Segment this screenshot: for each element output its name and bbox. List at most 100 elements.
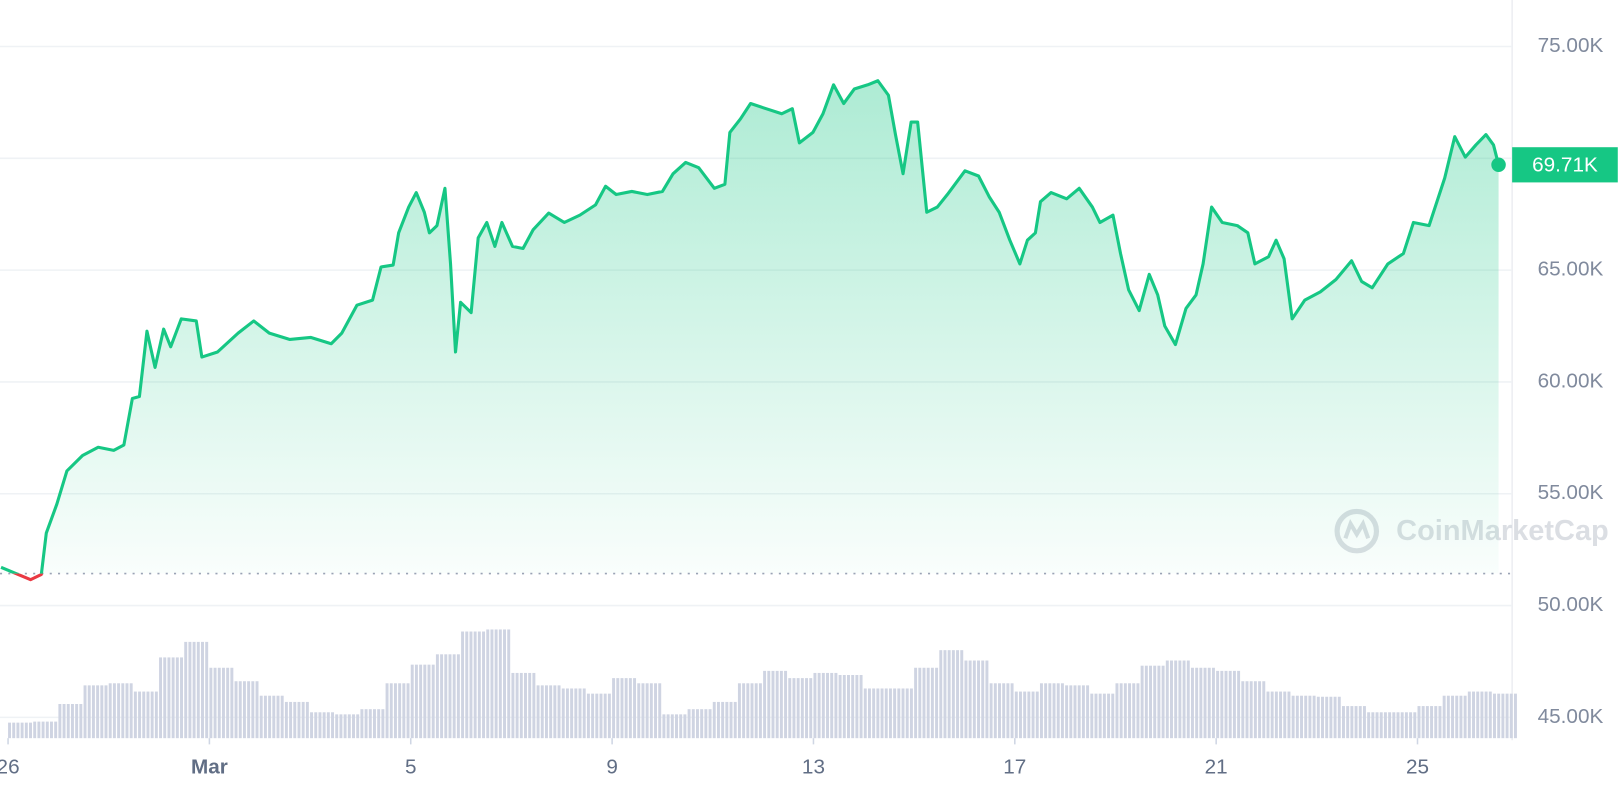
volume-bar [1409, 712, 1413, 739]
volume-bar [196, 641, 200, 739]
volume-bar [993, 683, 997, 739]
volume-bar [310, 712, 314, 739]
volume-bar [511, 672, 515, 739]
volume-bar [968, 660, 972, 739]
volume-bar [8, 722, 12, 739]
last-point [1491, 157, 1506, 173]
volume-bar [1497, 693, 1501, 739]
volume-bar [922, 667, 926, 739]
volume-bar [226, 667, 230, 739]
volume-bar [666, 714, 670, 739]
volume-bar [612, 678, 616, 739]
volume-bar [607, 693, 611, 739]
volume-bar [1325, 696, 1329, 739]
volume-bar [1207, 667, 1211, 739]
volume-bar [1010, 683, 1014, 739]
volume-bar [339, 714, 343, 739]
volume-bar [851, 675, 855, 739]
volume-bar [444, 654, 448, 739]
volume-bar [683, 714, 687, 739]
volume-bar [314, 712, 318, 739]
volume-bar [108, 683, 112, 739]
volume-bar [1069, 685, 1073, 739]
volume-bar [217, 667, 221, 739]
volume-bar [1270, 691, 1274, 739]
volume-bar [448, 654, 452, 739]
volume-bar [423, 664, 427, 739]
volume-bar [289, 701, 293, 739]
volume-bar [1476, 691, 1480, 739]
volume-bar [1388, 712, 1392, 739]
volume-bar [779, 670, 783, 739]
x-tick-label: 13 [802, 756, 825, 779]
volume-bar [515, 672, 519, 739]
volume-bar [1211, 667, 1215, 739]
volume-bar [859, 675, 863, 739]
volume-bar [662, 714, 666, 739]
volume-bar [398, 683, 402, 739]
y-tick-label: 50.00K [1538, 593, 1604, 616]
volume-bar [1237, 670, 1241, 739]
last-price-box [1512, 147, 1618, 183]
volume-bar [347, 714, 351, 739]
volume-bar [788, 678, 792, 739]
volume-bar [876, 688, 880, 739]
volume-bar [318, 712, 322, 739]
volume-bar [1446, 695, 1450, 739]
volume-bar [377, 709, 381, 739]
volume-bar [280, 695, 284, 739]
volume-bar [79, 704, 83, 739]
volume-bar [112, 683, 116, 739]
volume-bar [1295, 695, 1299, 739]
volume-bar [1484, 691, 1488, 739]
volume-bar [1228, 670, 1232, 739]
volume-bar [1002, 683, 1006, 739]
volume-bar [482, 631, 486, 739]
volume-bar [1094, 693, 1098, 739]
volume-bar [276, 695, 280, 739]
volume-bar [519, 672, 523, 739]
volume-bar [821, 672, 825, 739]
volume-bar [620, 678, 624, 739]
volume-bar [817, 672, 821, 739]
volume-bar [1291, 695, 1295, 739]
volume-bar [951, 650, 955, 739]
volume-bar [742, 683, 746, 739]
volume-bar [1333, 696, 1337, 739]
volume-bar [1300, 695, 1304, 739]
volume-bar [696, 709, 699, 739]
volume-bar [301, 701, 305, 739]
volume-bar [1161, 665, 1165, 739]
volume-bar [1262, 681, 1266, 739]
volume-bar [419, 664, 423, 739]
volume-bar [633, 678, 637, 739]
volume-bar [1266, 691, 1270, 739]
volume-bar [549, 685, 553, 739]
volume-bar [1425, 706, 1429, 739]
volume-bar [461, 631, 465, 739]
volume-bar [1350, 706, 1354, 739]
volume-bar [24, 722, 28, 739]
volume-bar [1031, 691, 1035, 739]
x-tick-label: 26 [0, 756, 20, 779]
y-tick-label: 60.00K [1538, 369, 1604, 392]
volume-bar [1019, 691, 1022, 739]
volume-bar [146, 691, 150, 739]
volume-bar [410, 664, 414, 739]
volume-bar [1027, 691, 1031, 739]
volume-bar [234, 681, 238, 739]
volume-bar [758, 683, 762, 739]
volume-bar [729, 701, 733, 739]
volume-bar [1178, 660, 1182, 739]
volume-bar [675, 714, 678, 739]
volume-bar [1392, 712, 1396, 739]
volume-bar [465, 631, 469, 739]
volume-bar [104, 685, 108, 739]
volume-bar [708, 709, 712, 739]
volume-bar [805, 678, 809, 739]
x-tick-label: 21 [1205, 756, 1228, 779]
volume-bar [855, 675, 859, 739]
volume-bar [184, 641, 188, 739]
volume-bar [985, 660, 989, 739]
volume-bar [1488, 691, 1492, 739]
